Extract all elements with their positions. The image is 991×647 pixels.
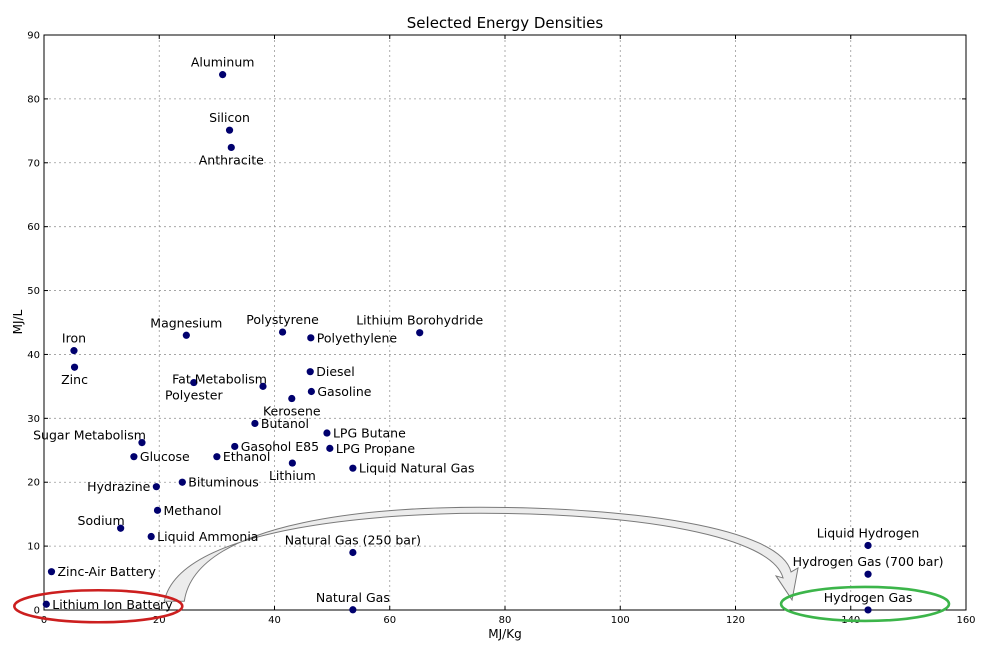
data-points: Aluminum Silicon Anthracite Iron Zinc Magnesi… [33,55,943,614]
data-point-silicon [225,126,234,134]
data-label-natural-gas: Natural Gas [316,590,390,605]
x-tick-label: 160 [956,615,975,626]
data-label-zinc-air-battery: Zinc-Air Battery [57,564,156,579]
y-tick-label: 0 [34,606,40,617]
data-label-diesel: Diesel [316,364,354,379]
highlight-layer [13,585,951,624]
data-point-iron [70,347,78,355]
data-label-polyethylene: Polyethylene [317,330,398,345]
data-point-lpg-propane [326,444,334,452]
data-point-liquid-ammonia [147,532,155,541]
data-point-hydrogen-gas [864,606,872,614]
y-axis-label: MJ/L [11,309,25,334]
data-point-bituminous [178,478,186,486]
data-point-magnesium [182,331,190,339]
data-point-gasohol-e85 [231,442,239,451]
data-label-magnesium: Magnesium [150,315,222,330]
data-label-lithium-borohydride: Lithium Borohydride [356,313,483,328]
data-label-hydrazine: Hydrazine [87,479,150,494]
x-tick-label: 80 [499,615,512,626]
data-label-kerosene: Kerosene [263,404,321,419]
data-label-hydrogen-gas-700-bar: Hydrogen Gas (700 bar) [793,554,944,569]
data-label-anthracite: Anthracite [199,152,264,167]
data-label-lithium-ion-battery: Lithium Ion Battery [52,597,173,612]
data-point-liquid-hydrogen [864,541,872,550]
data-label-lithium: Lithium [269,468,316,483]
data-point-aluminum [219,71,227,79]
data-label-bituminous: Bituminous [188,475,259,490]
y-tick-label: 50 [27,286,40,297]
data-label-lpg-butane: LPG Butane [333,426,406,441]
annotation-layer [163,506,799,602]
data-label-butanol: Butanol [261,416,309,431]
data-label-liquid-hydrogen: Liquid Hydrogen [817,525,919,540]
data-point-butanol [251,419,259,428]
y-tick-label: 10 [27,542,40,553]
data-label-gasohol-e85: Gasohol E85 [241,439,319,454]
grid [44,35,966,610]
data-point-kerosene [288,394,296,403]
data-label-methanol: Methanol [164,503,222,518]
x-tick-label: 40 [268,615,281,626]
data-label-liquid-natural-gas: Liquid Natural Gas [359,461,475,476]
y-tick-label: 30 [27,414,40,425]
data-point-zinc-air-battery [47,568,56,576]
data-label-sodium: Sodium [78,513,125,528]
data-label-zinc: Zinc [61,372,88,387]
data-label-aluminum: Aluminum [191,55,255,70]
data-point-glucose [130,453,138,461]
data-point-sugar-metabolism [138,439,146,447]
data-point-diesel [306,368,314,376]
data-point-liquid-natural-gas [349,464,357,472]
data-point-methanol [153,506,162,514]
data-label-silicon: Silicon [209,110,250,125]
data-label-ethanol: Ethanol [223,449,270,464]
data-label-hydrogen-gas: Hydrogen Gas [824,590,913,605]
highlight-ellipse-hydrogen-gas [779,585,951,623]
comparison-arrow [163,506,799,602]
data-label-lpg-propane: LPG Propane [336,441,416,456]
data-point-lithium [288,459,296,467]
data-point-lithium-ion-battery [42,600,50,608]
data-point-natural-gas-250-bar [349,548,357,557]
data-point-gasoline [307,387,315,396]
data-label-glucose: Glucose [140,449,190,464]
x-tick-label: 0 [41,615,47,626]
highlight-ellipse-lithium-ion-battery [13,588,184,624]
data-label-liquid-ammonia: Liquid Ammonia [157,529,258,544]
data-label-polyester: Polyester [165,388,223,403]
x-tick-label: 100 [611,615,630,626]
y-tick-label: 90 [27,31,40,42]
y-tick-label: 60 [27,222,40,233]
data-label-polystyrene: Polystyrene [246,312,319,327]
y-tick-label: 70 [27,158,40,169]
x-tick-label: 120 [726,615,745,626]
data-point-polyester [190,378,198,387]
y-tick-label: 80 [27,94,40,105]
data-label-fat-metabolism: Fat Metabolism [172,371,267,386]
data-point-lithium-borohydride [416,329,424,337]
data-point-polyethylene [307,334,315,342]
data-point-polystyrene [278,328,287,336]
data-point-zinc [70,363,79,371]
data-point-ethanol [213,453,221,461]
data-label-gasoline: Gasoline [317,384,371,399]
data-point-natural-gas [349,606,357,614]
x-tick-label: 60 [383,615,396,626]
data-label-iron: Iron [62,331,86,346]
x-axis-label: MJ/Kg [488,627,521,641]
y-tick-label: 20 [27,478,40,489]
chart-title: Selected Energy Densities [407,14,604,32]
data-point-fat-metabolism [259,382,267,390]
data-label-sugar-metabolism: Sugar Metabolism [33,428,146,443]
x-tick-label: 20 [153,615,166,626]
data-point-lpg-butane [323,429,331,437]
data-point-hydrazine [152,483,160,491]
data-point-anthracite [227,143,235,152]
data-point-sodium [117,524,125,532]
data-label-natural-gas-250-bar: Natural Gas (250 bar) [285,533,421,548]
y-tick-label: 40 [27,350,40,361]
data-point-hydrogen-gas-700-bar [864,570,872,578]
